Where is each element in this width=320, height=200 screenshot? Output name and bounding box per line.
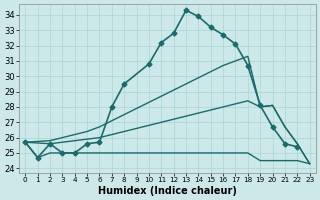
X-axis label: Humidex (Indice chaleur): Humidex (Indice chaleur) [98,186,237,196]
